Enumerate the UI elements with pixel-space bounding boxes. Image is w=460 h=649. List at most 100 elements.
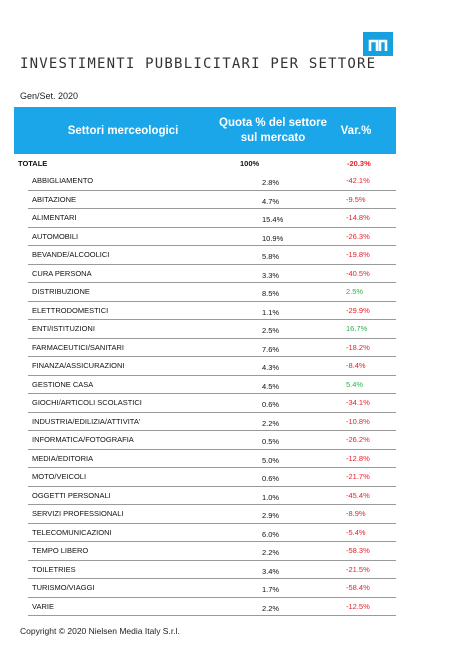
table-row: ABITAZIONE 4.7% -9.5% — [28, 191, 396, 209]
sector-share: 2.5% — [262, 326, 280, 335]
sector-change: -21.5% — [346, 564, 370, 574]
sector-label: TELECOMUNICAZIONI — [32, 527, 112, 537]
table-row: ENTI/ISTITUZIONI 2.5% 16.7% — [28, 320, 396, 339]
table-row: SERVIZI PROFESSIONALI 2.9% -8.9% — [28, 505, 396, 524]
sector-share: 2.8% — [262, 178, 280, 187]
sector-share: 0.6% — [262, 400, 280, 409]
table-row: FINANZA/ASSICURAZIONI 4.3% -8.4% — [28, 357, 396, 376]
sector-share: 2.9% — [262, 511, 280, 520]
table-row: MEDIA/EDITORIA 5.0% -12.8% — [28, 450, 396, 468]
sector-share: 7.6% — [262, 344, 280, 354]
sector-change: -21.7% — [346, 472, 370, 481]
sector-change: -42.1% — [346, 176, 370, 185]
sector-share: 15.4% — [262, 215, 284, 224]
table-row: TURISMO/VIAGGI 1.7% -58.4% — [28, 579, 396, 598]
table-header: Settori merceologici Quota % del settore… — [14, 107, 396, 154]
sector-change: -5.4% — [346, 527, 366, 537]
sector-label: TEMPO LIBERO — [32, 546, 89, 555]
sector-share: 3.3% — [262, 270, 280, 280]
sector-share: 3.4% — [262, 566, 280, 576]
sector-label: INDUSTRIA/EDILIZIA/ATTIVITA' — [32, 416, 141, 426]
table-row: TELECOMUNICAZIONI 6.0% -5.4% — [28, 524, 396, 542]
table-row: VARIE 2.2% -12.5% — [28, 598, 396, 616]
table-row: INFORMATICA/FOTOGRAFIA 0.5% -26.2% — [28, 431, 396, 450]
page-title: INVESTIMENTI PUBBLICITARI PER SETTORE — [20, 56, 377, 72]
table-row: ALIMENTARI 15.4% -14.8% — [28, 209, 396, 228]
sector-share: 0.6% — [262, 474, 280, 483]
sector-label: VARIE — [32, 601, 54, 611]
sector-share: 5.8% — [262, 252, 280, 261]
period-label: Gen/Set. 2020 — [20, 91, 79, 101]
header-share: Quota % del settore sul mercato — [219, 116, 327, 144]
total-row: TOTALE 100% -20.3% — [14, 156, 396, 170]
table-row: AUTOMOBILI 10.9% -26.3% — [28, 228, 396, 246]
sector-change: -18.2% — [346, 342, 370, 352]
table-row: MOTO/VEICOLI 0.6% -21.7% — [28, 468, 396, 487]
sector-share: 1.1% — [262, 307, 280, 317]
sector-label: ENTI/ISTITUZIONI — [32, 324, 95, 333]
sector-share: 6.0% — [262, 529, 280, 539]
sector-change: -58.4% — [346, 583, 370, 592]
sector-label: SERVIZI PROFESSIONALI — [32, 509, 124, 518]
table-row: ELETTRODOMESTICI 1.1% -29.9% — [28, 302, 396, 320]
sector-label: ABBIGLIAMENTO — [32, 176, 94, 185]
table-row: TEMPO LIBERO 2.2% -58.3% — [28, 542, 396, 561]
sector-change: -12.5% — [346, 601, 370, 611]
sector-share: 1.7% — [262, 585, 280, 594]
sector-change: -26.2% — [346, 435, 370, 444]
nielsen-logo — [363, 32, 393, 56]
table-row: GIOCHI/ARTICOLI SCOLASTICI 0.6% -34.1% — [28, 394, 396, 413]
sector-label: MEDIA/EDITORIA — [32, 453, 94, 463]
copyright: Copyright © 2020 Nielsen Media Italy S.r… — [20, 626, 180, 636]
sector-label: OGGETTI PERSONALI — [32, 490, 111, 500]
sector-share: 4.5% — [262, 381, 280, 391]
sector-change: -34.1% — [346, 398, 370, 407]
total-label: TOTALE — [18, 159, 48, 168]
nielsen-logo-icon — [368, 39, 388, 51]
sector-change: -9.5% — [346, 194, 366, 204]
sector-change: -8.4% — [346, 361, 366, 370]
sector-share: 5.0% — [262, 455, 280, 465]
sector-change: -40.5% — [346, 268, 370, 278]
table-row: BEVANDE/ALCOOLICI 5.8% -19.8% — [28, 246, 396, 265]
sector-label: INFORMATICA/FOTOGRAFIA — [32, 435, 134, 444]
sector-label: FARMACEUTICI/SANITARI — [32, 342, 124, 352]
sector-change: -19.8% — [346, 250, 370, 259]
sector-label: GIOCHI/ARTICOLI SCOLASTICI — [32, 398, 142, 407]
header-change: Var.% — [340, 124, 372, 137]
total-change: -20.3% — [347, 159, 371, 168]
sector-change: -8.9% — [346, 509, 366, 518]
sector-change: -58.3% — [346, 546, 370, 555]
sector-label: FINANZA/ASSICURAZIONI — [32, 361, 125, 370]
table-row: CURA PERSONA 3.3% -40.5% — [28, 265, 396, 283]
sector-share: 1.0% — [262, 492, 280, 502]
sector-label: BEVANDE/ALCOOLICI — [32, 250, 110, 259]
sector-share: 8.5% — [262, 289, 280, 298]
sector-label: MOTO/VEICOLI — [32, 472, 87, 481]
sector-share: 2.2% — [262, 418, 280, 428]
sector-label: ABITAZIONE — [32, 194, 77, 204]
sector-label: DISTRIBUZIONE — [32, 287, 90, 296]
sector-label: TOILETRIES — [32, 564, 76, 574]
table-row: OGGETTI PERSONALI 1.0% -45.4% — [28, 487, 396, 505]
sector-share: 4.7% — [262, 196, 280, 206]
sector-change: -26.3% — [346, 231, 370, 241]
table-row: TOILETRIES 3.4% -21.5% — [28, 561, 396, 579]
sector-change: -45.4% — [346, 490, 370, 500]
sector-change: -10.8% — [346, 416, 370, 426]
table-row: GESTIONE CASA 4.5% 5.4% — [28, 376, 396, 394]
sector-table-body: ABBIGLIAMENTO 2.8% -42.1% ABITAZIONE 4.7% -9.… — [14, 172, 396, 616]
sector-share: 4.3% — [262, 363, 280, 372]
table-row: DISTRIBUZIONE 8.5% 2.5% — [28, 283, 396, 302]
sector-label: CURA PERSONA — [32, 268, 92, 278]
sector-label: GESTIONE CASA — [32, 379, 94, 389]
sector-change: 2.5% — [346, 287, 364, 296]
sector-label: ALIMENTARI — [32, 213, 77, 222]
table-row: FARMACEUTICI/SANITARI 7.6% -18.2% — [28, 339, 396, 357]
sector-share: 0.5% — [262, 437, 280, 446]
sector-change: 5.4% — [346, 379, 364, 389]
table-row: ABBIGLIAMENTO 2.8% -42.1% — [28, 172, 396, 191]
header-sector: Settori merceologici — [67, 124, 179, 137]
sector-share: 10.9% — [262, 233, 284, 243]
table-row: INDUSTRIA/EDILIZIA/ATTIVITA' 2.2% -10.8% — [28, 413, 396, 431]
